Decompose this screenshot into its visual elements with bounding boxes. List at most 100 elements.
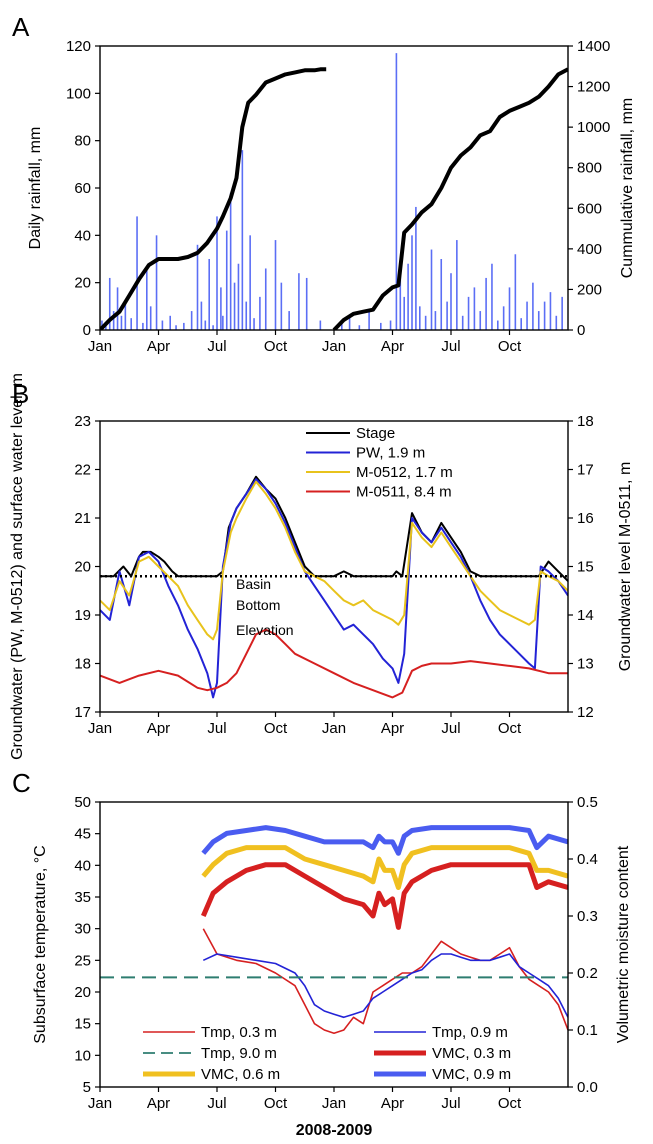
y-right-tick-label: 15 (577, 559, 594, 576)
x-tick-label: Jul (207, 338, 226, 355)
x-tick-label: Jan (322, 1095, 346, 1112)
y-right-tick-label: 13 (577, 656, 594, 673)
x-tick-label: Jul (207, 1095, 226, 1112)
y-right-tick-label: 1200 (577, 79, 610, 96)
y-tick-label: 0 (83, 322, 91, 339)
y-tick-label: 35 (74, 889, 91, 906)
x-tick-label: Apr (381, 338, 404, 355)
y-right-tick-label: 800 (577, 160, 602, 177)
y-tick-label: 20 (74, 275, 91, 292)
y-right-tick-label: 200 (577, 281, 602, 298)
y-right-tick-label: 17 (577, 462, 594, 479)
y-right-tick-label: 0.4 (577, 851, 598, 868)
y-tick-label: 50 (74, 794, 91, 811)
panel-letter-b: B (12, 379, 29, 409)
panel-letter-a: A (12, 12, 30, 42)
annotation-text: Bottom (236, 597, 280, 613)
x-axis-label: 2008-2009 (296, 1122, 373, 1139)
x-tick-label: Oct (264, 338, 288, 355)
y-right-axis-label: Volumetric moisture content (615, 845, 632, 1043)
legend-label: M-0511, 8.4 m (356, 484, 452, 501)
y-tick-label: 45 (74, 826, 91, 843)
panel-a: A020406080100120020040060080010001200140… (12, 12, 636, 355)
y-tick-label: 120 (66, 38, 91, 55)
y-right-tick-label: 0.1 (577, 1022, 598, 1039)
y-tick-label: 60 (74, 180, 91, 197)
series-line-vmc-0-3-m (201, 862, 568, 930)
y-right-axis-label: Cummulative rainfall, mm (619, 98, 636, 278)
plot-area (100, 475, 568, 699)
x-tick-label: Jan (88, 1095, 112, 1112)
y-right-tick-label: 1000 (577, 119, 610, 136)
y-tick-label: 30 (74, 921, 91, 938)
x-tick-label: Apr (147, 720, 170, 737)
legend-label: M-0512, 1.7 m (356, 464, 453, 481)
annotation-text: Basin (236, 576, 271, 592)
y-axis-label: Daily rainfall, mm (27, 127, 44, 250)
y-right-tick-label: 1400 (577, 38, 610, 55)
x-tick-label: Apr (381, 1095, 404, 1112)
legend-label: PW, 1.9 m (356, 445, 425, 462)
y-tick-label: 17 (74, 704, 91, 721)
legend-label: Tmp, 0.3 m (201, 1024, 277, 1041)
plot-area (100, 825, 568, 1034)
x-tick-label: Oct (498, 720, 522, 737)
y-tick-label: 15 (74, 1016, 91, 1033)
x-tick-label: Apr (147, 1095, 170, 1112)
y-right-tick-label: 400 (577, 241, 602, 258)
y-right-tick-label: 18 (577, 413, 594, 430)
legend-label: Tmp, 0.9 m (432, 1024, 508, 1041)
y-tick-label: 23 (74, 413, 91, 430)
series-line-m-0511-8-4-m (100, 628, 568, 699)
x-tick-label: Oct (498, 338, 522, 355)
plot-frame (99, 420, 569, 713)
legend-label: Tmp, 9.0 m (201, 1045, 277, 1062)
x-tick-label: Oct (264, 1095, 288, 1112)
legend-label: Stage (356, 425, 395, 442)
y-right-tick-label: 14 (577, 607, 594, 624)
x-tick-label: Jan (88, 338, 112, 355)
y-right-tick-label: 0.5 (577, 794, 598, 811)
y-tick-label: 25 (74, 952, 91, 969)
y-right-tick-label: 0.3 (577, 908, 598, 925)
series-line-tmp-0-3-m (202, 928, 568, 1034)
x-tick-label: Jan (322, 338, 346, 355)
y-tick-label: 22 (74, 462, 91, 479)
plot-area (100, 53, 568, 330)
y-tick-label: 80 (74, 133, 91, 150)
legend-label: VMC, 0.3 m (432, 1045, 511, 1062)
y-right-tick-label: 12 (577, 704, 594, 721)
y-right-tick-label: 0.0 (577, 1079, 598, 1096)
y-tick-label: 20 (74, 559, 91, 576)
legend-label: VMC, 0.9 m (432, 1066, 511, 1083)
panel-c: C 5 10 15 20 25 30 35 40 45 50 0.0 0.1 0.2 0.3 0.4 0.5 Ja… (12, 768, 632, 1139)
series-line-vmc-0-9-m (201, 825, 568, 856)
y-tick-label: 21 (74, 510, 91, 527)
y-axis-label: Subsurface temperature, °C (32, 845, 49, 1044)
series-line-vmc-0-6-m (201, 845, 568, 890)
series-line-cumulative-2 (332, 67, 568, 330)
series-line-tmp-0-9-m (202, 953, 568, 1019)
x-tick-label: Oct (264, 720, 288, 737)
y-tick-label: 5 (83, 1079, 91, 1096)
y-right-tick-label: 600 (577, 200, 602, 217)
x-tick-label: Apr (147, 338, 170, 355)
x-tick-label: Jul (207, 720, 226, 737)
y-tick-label: 100 (66, 85, 91, 102)
y-tick-label: 10 (74, 1047, 91, 1064)
x-tick-label: Oct (498, 1095, 522, 1112)
x-tick-label: Jul (441, 1095, 460, 1112)
y-tick-label: 20 (74, 984, 91, 1001)
y-right-tick-label: 0 (577, 322, 585, 339)
plot-frame (99, 801, 569, 1088)
x-tick-label: Jan (322, 720, 346, 737)
panel-b: B 17 18 19 20 21 22 23 12 13 14 15 16 17 18 Jan Apr Jul Oc… (9, 373, 634, 760)
y-right-tick-label: 16 (577, 510, 594, 527)
y-tick-label: 19 (74, 607, 91, 624)
plot-frame (99, 45, 569, 331)
series-line-cumulative-1 (100, 67, 327, 330)
x-tick-label: Jul (441, 338, 460, 355)
y-tick-label: 40 (74, 857, 91, 874)
y-right-tick-label: 0.2 (577, 965, 598, 982)
